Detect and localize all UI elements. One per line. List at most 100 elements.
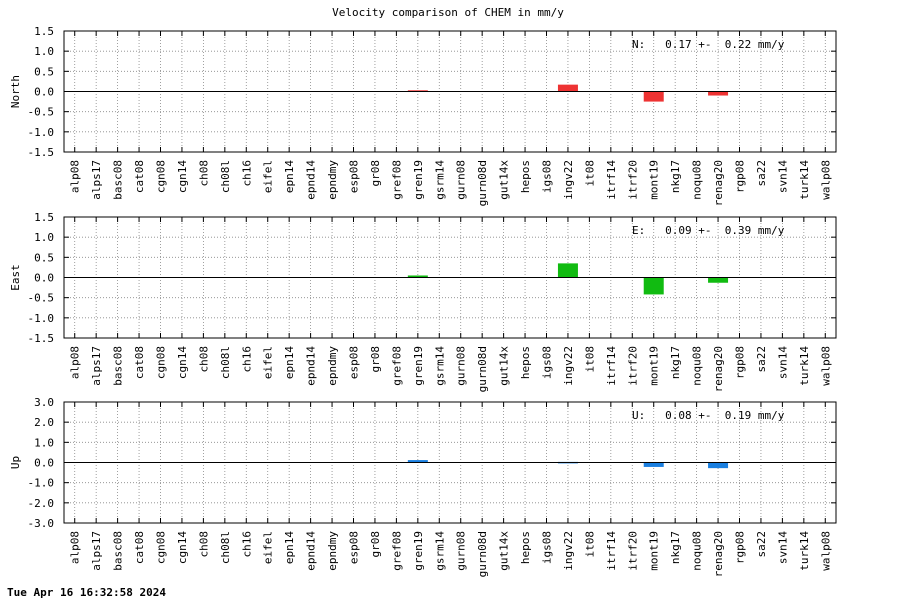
x-tick-label: gut14x <box>498 531 511 571</box>
x-tick-label: rgp08 <box>734 346 747 379</box>
x-tick-label: alp08 <box>69 346 82 379</box>
x-tick-label: gurn08d <box>476 531 489 577</box>
bar-gren19 <box>407 275 428 278</box>
x-tick-label: epndmy <box>326 160 339 200</box>
x-tick-label: nkg17 <box>669 346 682 379</box>
x-tick-label: it08 <box>583 346 596 373</box>
x-tick-label: nkg17 <box>669 160 682 193</box>
y-tick-label: -0.5 <box>28 106 55 119</box>
y-tick-label: 0.5 <box>34 251 54 264</box>
x-tick-label: itrf20 <box>626 346 639 386</box>
x-tick-label: epn14 <box>283 160 296 193</box>
x-tick-label: turk14 <box>798 531 811 571</box>
y-axis-label: North <box>9 75 22 108</box>
x-tick-label: gut14x <box>498 160 511 200</box>
y-tick-label: -1.5 <box>28 332 55 345</box>
x-tick-label: mont19 <box>648 160 661 200</box>
x-tick-label: svn14 <box>776 160 789 193</box>
x-tick-label: it08 <box>583 531 596 558</box>
x-tick-label: esp08 <box>348 531 361 564</box>
x-tick-label: gurn08 <box>455 531 468 571</box>
x-tick-label: esp08 <box>348 346 361 379</box>
x-tick-label: ch16 <box>240 531 253 558</box>
x-tick-label: ch08 <box>197 160 210 187</box>
x-tick-label: mont19 <box>648 346 661 386</box>
x-tick-label: gref08 <box>390 346 403 386</box>
x-tick-label: itrf20 <box>626 160 639 200</box>
x-tick-label: rgp08 <box>734 160 747 193</box>
x-tick-label: cgn14 <box>176 531 189 564</box>
bar-gren19 <box>407 460 428 463</box>
chart-title: Velocity comparison of CHEM in mm/y <box>332 6 564 19</box>
x-tick-label: igs08 <box>541 531 554 564</box>
stats-annotation: N: 0.17 +- 0.22 mm/y <box>632 38 785 51</box>
y-tick-label: 1.5 <box>34 25 54 38</box>
x-tick-label: alps17 <box>90 346 103 386</box>
x-tick-label: cgn08 <box>155 346 168 379</box>
x-tick-label: turk14 <box>798 160 811 200</box>
panel-east: 1.5 1.0 0.5 0.0 -0.5 -1.0 -1.5 alp08 alps17 basc0… <box>9 211 837 392</box>
x-tick-label: cat08 <box>133 346 146 379</box>
y-tick-label: 1.0 <box>34 45 54 58</box>
x-tick-label: turk14 <box>798 346 811 386</box>
bar-ingv22 <box>557 84 578 92</box>
x-tick-label: basc08 <box>112 531 125 571</box>
x-tick-label: epndmy <box>326 346 339 386</box>
y-tick-label: -2.0 <box>28 497 55 510</box>
panel-north: 1.5 1.0 0.5 0.0 -0.5 -1.0 -1.5 alp08 alps17 basc0… <box>9 25 837 206</box>
x-tick-label: basc08 <box>112 160 125 200</box>
x-tick-label: gref08 <box>390 531 403 571</box>
bar-mont19 <box>643 277 664 295</box>
y-tick-label: -1.5 <box>28 146 55 159</box>
chart-panels: 1.5 1.0 0.5 0.0 -0.5 -1.0 -1.5 alp08 alps17 basc0… <box>9 25 837 577</box>
y-tick-label: -3.0 <box>28 517 55 530</box>
x-tick-label: itrf14 <box>605 346 618 386</box>
x-tick-label: cat08 <box>133 160 146 193</box>
x-tick-label: ch08l <box>219 531 232 564</box>
x-tick-label: gurn08 <box>455 160 468 200</box>
x-tick-label: cgn08 <box>155 531 168 564</box>
x-tick-label: gren19 <box>412 346 425 386</box>
x-tick-label: basc08 <box>112 346 125 386</box>
y-tick-label: 0.0 <box>34 86 54 99</box>
x-tick-label: gut14x <box>498 346 511 386</box>
x-tick-label: epnd14 <box>305 531 318 571</box>
x-tick-label: walp08 <box>819 160 832 200</box>
x-tick-label: gurn08d <box>476 346 489 392</box>
stats-annotation: E: 0.09 +- 0.39 mm/y <box>632 224 785 237</box>
x-tick-label: gr08 <box>369 346 382 373</box>
bar-ingv22 <box>557 263 578 278</box>
x-tick-label: gren19 <box>412 160 425 200</box>
y-tick-label: 0.0 <box>34 272 54 285</box>
x-tick-label: sa22 <box>755 160 768 187</box>
x-tick-label: hepos <box>519 531 532 564</box>
y-tick-label: 1.5 <box>34 211 54 224</box>
x-tick-label: itrf14 <box>605 160 618 200</box>
bar-mont19 <box>643 91 664 102</box>
x-tick-label: eifel <box>262 531 275 564</box>
y-tick-label: -1.0 <box>28 126 55 139</box>
x-tick-label: alps17 <box>90 160 103 200</box>
x-tick-label: renag20 <box>712 346 725 392</box>
x-tick-label: gren19 <box>412 531 425 571</box>
bar-renag20 <box>708 462 729 469</box>
x-tick-label: cat08 <box>133 531 146 564</box>
x-tick-label: noqu08 <box>691 160 704 200</box>
bar-renag20 <box>708 277 729 283</box>
x-tick-label: ch16 <box>240 160 253 187</box>
x-tick-label: sa22 <box>755 346 768 373</box>
x-tick-label: ingv22 <box>562 346 575 386</box>
bar-renag20 <box>708 91 729 96</box>
x-tick-label: epndmy <box>326 531 339 571</box>
x-tick-label: alp08 <box>69 531 82 564</box>
x-tick-label: epnd14 <box>305 160 318 200</box>
x-tick-label: ch16 <box>240 346 253 373</box>
panel-up: 3.0 2.0 1.0 0.0 -1.0 -2.0 -3.0 alp08 alps17 basc0… <box>9 396 837 577</box>
x-tick-label: svn14 <box>776 346 789 379</box>
x-tick-label: itrf20 <box>626 531 639 571</box>
x-tick-label: eifel <box>262 160 275 193</box>
x-tick-label: ch08 <box>197 346 210 373</box>
x-tick-label: mont19 <box>648 531 661 571</box>
x-tick-label: epnd14 <box>305 346 318 386</box>
